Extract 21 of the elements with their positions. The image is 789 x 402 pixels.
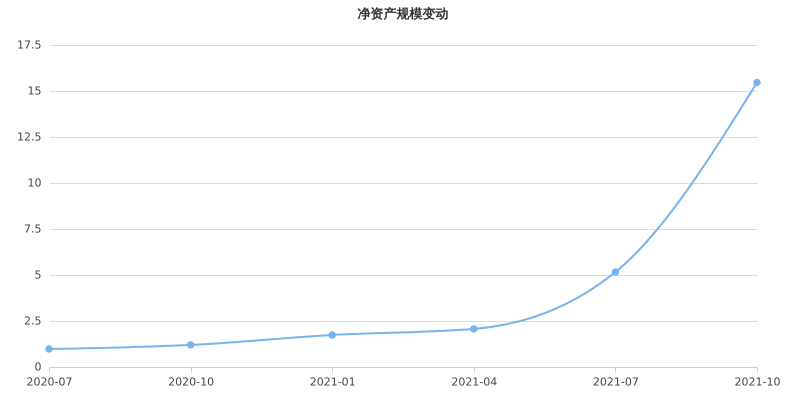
y-tick-label: 0: [34, 360, 42, 374]
point: [753, 78, 761, 86]
y-tick-label: 7.5: [24, 222, 42, 236]
point: [470, 325, 478, 333]
y-tick-label: 15: [28, 84, 42, 98]
point: [328, 331, 336, 339]
y-tick-label: 10: [28, 176, 42, 190]
y-tick-label: 12.5: [17, 130, 42, 144]
point: [612, 268, 620, 276]
x-tick-label: 2021-01: [310, 376, 356, 388]
point: [186, 341, 194, 349]
y-tick-label: 17.5: [17, 38, 42, 52]
x-tick-label: 2021-10: [734, 376, 780, 388]
x-tick-label: 2020-07: [26, 376, 72, 388]
x-tick-label: 2021-04: [451, 376, 498, 388]
x-tick-label: 2020-10: [168, 376, 214, 388]
chart-title: 净资产规模变动: [358, 6, 448, 22]
x-tick-label: 2021-07: [592, 376, 639, 388]
y-tick-label: 5: [34, 268, 42, 282]
point: [45, 345, 53, 353]
y-tick-label: 2.5: [24, 314, 42, 328]
